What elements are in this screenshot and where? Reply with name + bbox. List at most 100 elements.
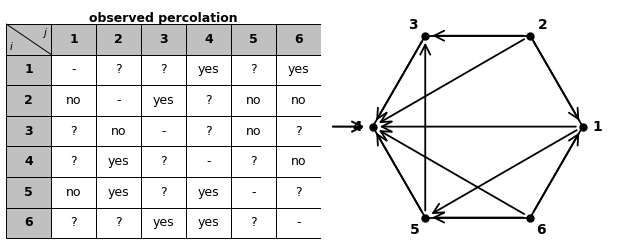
Text: yes: yes [108,186,130,199]
Text: ?: ? [295,186,302,199]
Bar [51,85,96,116]
Text: ?: ? [205,94,212,107]
Text: 6: 6 [536,223,546,237]
Bar [186,147,231,177]
Text: observed percolation: observed percolation [89,12,238,25]
Text: $i$: $i$ [9,40,14,52]
Bar [141,55,186,85]
Text: 1: 1 [593,120,602,134]
Bar [96,177,141,208]
Text: yes: yes [153,94,175,107]
Text: 1: 1 [25,63,33,76]
Bar [51,208,96,238]
Bar [186,55,231,85]
Bar [141,24,186,55]
Text: 4: 4 [25,155,33,168]
Text: 3: 3 [408,18,418,32]
Bar [186,177,231,208]
Text: yes: yes [108,155,130,168]
Text: 5: 5 [25,186,33,199]
Text: 5: 5 [249,33,258,46]
Text: no: no [66,94,81,107]
Text: -: - [72,63,76,76]
Bar [277,177,321,208]
Bar [277,116,321,147]
Bar [51,177,96,208]
Bar [277,24,321,55]
Bar [277,147,321,177]
Text: 4: 4 [204,33,213,46]
Text: ?: ? [71,155,77,168]
Text: ?: ? [161,63,167,76]
Text: 3: 3 [25,125,33,138]
Text: yes: yes [153,217,175,229]
Bar [141,116,186,147]
Bar [231,85,277,116]
Bar [231,116,277,147]
Text: 6: 6 [25,217,33,229]
Bar [6,147,51,177]
Text: no: no [66,186,81,199]
Bar [96,24,141,55]
Bar [141,147,186,177]
Bar [6,24,51,55]
Bar [141,177,186,208]
Bar [96,147,141,177]
Bar [6,177,51,208]
Text: ?: ? [71,125,77,138]
Bar [96,85,141,116]
Text: ?: ? [161,186,167,199]
Bar [231,208,277,238]
Bar [231,177,277,208]
Bar [231,147,277,177]
Text: no: no [291,94,307,107]
Text: -: - [207,155,211,168]
Text: yes: yes [198,186,220,199]
Bar [231,24,277,55]
Text: ?: ? [115,63,122,76]
Bar [51,116,96,147]
Text: no: no [246,125,261,138]
Text: $j$: $j$ [42,26,48,40]
Text: 1: 1 [69,33,78,46]
Bar [186,85,231,116]
Text: yes: yes [288,63,309,76]
Bar [6,116,51,147]
Text: yes: yes [198,217,220,229]
Text: yes: yes [198,63,220,76]
Text: -: - [161,125,166,138]
Bar [51,24,96,55]
Bar [96,55,141,85]
Text: ?: ? [115,217,122,229]
Bar [186,208,231,238]
Text: 2: 2 [115,33,123,46]
Text: ?: ? [161,155,167,168]
Text: 3: 3 [159,33,168,46]
Text: ?: ? [251,63,257,76]
Bar [6,208,51,238]
Bar [231,55,277,85]
Text: 2: 2 [25,94,33,107]
Text: -: - [117,94,121,107]
Text: -: - [251,186,256,199]
Text: 5: 5 [410,223,420,237]
Text: no: no [246,94,261,107]
Text: no: no [291,155,307,168]
Text: -: - [297,217,301,229]
Bar [6,55,51,85]
Bar [141,208,186,238]
Bar [277,208,321,238]
Text: ?: ? [295,125,302,138]
Bar [277,55,321,85]
Text: 4: 4 [352,120,362,134]
Bar [277,85,321,116]
Text: no: no [111,125,127,138]
Bar [51,147,96,177]
Bar [96,208,141,238]
Text: ?: ? [205,125,212,138]
Text: ?: ? [251,217,257,229]
Bar [96,116,141,147]
Bar [141,85,186,116]
Bar [6,85,51,116]
Text: 2: 2 [538,18,547,32]
